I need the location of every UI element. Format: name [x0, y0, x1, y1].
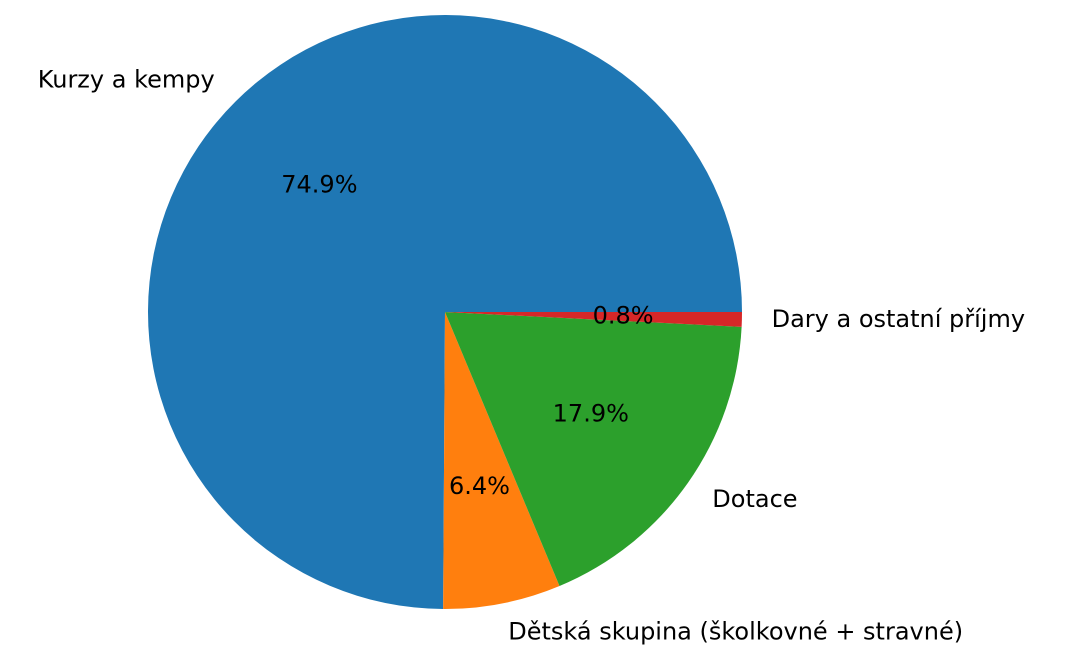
value-label: 74.9%	[281, 171, 357, 199]
pie-wedge	[445, 312, 742, 587]
value-label: 17.9%	[553, 399, 629, 427]
category-label: Dotace	[712, 485, 797, 513]
value-label: 0.8%	[593, 301, 654, 329]
category-label: Dětská skupina (školkovné + stravné)	[508, 618, 963, 646]
category-label: Dary a ostatní příjmy	[772, 305, 1025, 333]
pie-wedge	[445, 312, 742, 327]
pie-wedge	[148, 15, 742, 609]
value-label: 6.4%	[449, 472, 510, 500]
pie-wedge	[443, 312, 560, 609]
category-label: Kurzy a kempy	[38, 65, 215, 93]
